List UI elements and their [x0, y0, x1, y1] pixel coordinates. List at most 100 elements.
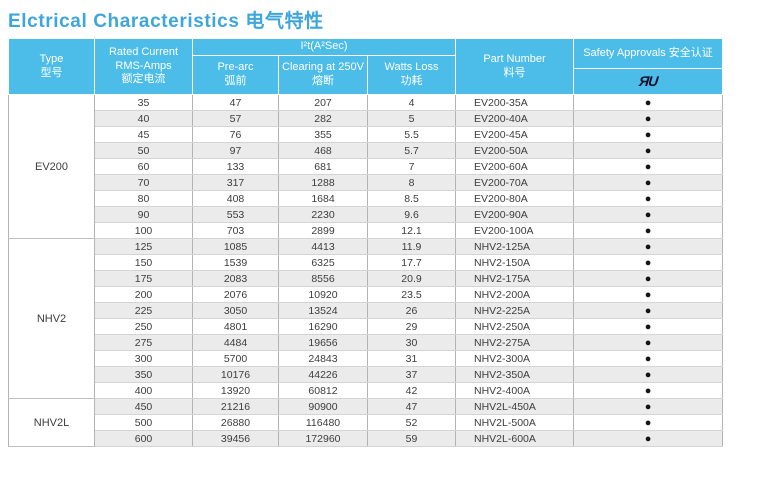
approval-cell: ●: [573, 190, 724, 207]
pre-arc-cell: 13920: [192, 382, 279, 399]
pre-arc-cell: 317: [192, 174, 279, 191]
rated-current-cell: 45: [94, 126, 193, 143]
approval-cell: ●: [573, 302, 724, 319]
watts-loss-cell: 4: [366, 94, 457, 111]
watts-loss-cell: 29: [366, 318, 457, 335]
clearing-cell: 116480: [278, 414, 368, 431]
watts-loss-cell: 11.9: [366, 238, 457, 255]
pre-arc-cell: 97: [192, 142, 279, 159]
pre-arc-cell: 47: [192, 94, 279, 111]
pre-arc-cell: 3050: [192, 302, 279, 319]
table-row: 400 13920 60812 42 NHV2-400A ●: [9, 382, 724, 399]
clearing-cell: 681: [278, 158, 368, 175]
approval-cell: ●: [573, 286, 724, 303]
approval-dot-icon: ●: [644, 96, 652, 109]
clearing-cell: 1684: [278, 190, 368, 207]
approval-cell: ●: [573, 126, 724, 143]
clearing-cell: 13524: [278, 302, 368, 319]
approval-cell: ●: [573, 430, 724, 447]
approval-dot-icon: ●: [644, 192, 652, 205]
rated-current-cell: 450: [94, 398, 193, 415]
rated-current-cell: 200: [94, 286, 193, 303]
watts-loss-cell: 5.5: [366, 126, 457, 143]
col-header-type: Type 型号: [8, 38, 95, 95]
part-number-cell: NHV2-250A: [455, 318, 575, 335]
part-number-cell: NHV2L-450A: [455, 398, 575, 415]
approval-dot-icon: ●: [644, 432, 652, 445]
part-number-cell: NHV2-275A: [455, 334, 575, 351]
approval-cell: ●: [573, 334, 724, 351]
col-header-clearing-en: Clearing at 250V: [282, 61, 364, 74]
rated-current-cell: 90: [94, 206, 193, 223]
watts-loss-cell: 17.7: [366, 254, 457, 271]
approval-cell: ●: [573, 158, 724, 175]
clearing-cell: 282: [278, 110, 368, 127]
table-row: 250 4801 16290 29 NHV2-250A ●: [9, 318, 724, 335]
watts-loss-cell: 31: [366, 350, 457, 367]
part-number-cell: EV200-70A: [455, 174, 575, 191]
watts-loss-cell: 9.6: [366, 206, 457, 223]
pre-arc-cell: 76: [192, 126, 279, 143]
col-header-type-zh: 型号: [40, 66, 63, 79]
watts-loss-cell: 37: [366, 366, 457, 383]
pre-arc-cell: 133: [192, 158, 279, 175]
part-number-cell: NHV2-125A: [455, 238, 575, 255]
part-number-cell: EV200-100A: [455, 222, 575, 239]
approval-cell: ●: [573, 318, 724, 335]
watts-loss-cell: 26: [366, 302, 457, 319]
approval-dot-icon: ●: [644, 208, 652, 221]
table-row: 80 408 1684 8.5 EV200-80A ●: [9, 190, 724, 207]
watts-loss-cell: 12.1: [366, 222, 457, 239]
table-row: 40 57 282 5 EV200-40A ●: [9, 110, 724, 127]
clearing-cell: 10920: [278, 286, 368, 303]
part-number-cell: EV200-60A: [455, 158, 575, 175]
col-header-clearing: Clearing at 250V 熔断: [278, 55, 368, 95]
watts-loss-cell: 5: [366, 110, 457, 127]
approval-cell: ●: [573, 206, 724, 223]
approval-dot-icon: ●: [644, 240, 652, 253]
approval-cell: ●: [573, 142, 724, 159]
approval-dot-icon: ●: [644, 288, 652, 301]
clearing-cell: 468: [278, 142, 368, 159]
clearing-cell: 19656: [278, 334, 368, 351]
table-row: NHV2 125 1085 4413 11.9 NHV2-125A ●: [8, 238, 724, 399]
table-row: 200 2076 10920 23.5 NHV2-200A ●: [9, 286, 724, 303]
col-header-pre-arc-en: Pre-arc: [217, 61, 254, 74]
approval-cell: ●: [573, 350, 724, 367]
rated-current-cell: 125: [94, 238, 193, 255]
pre-arc-cell: 4484: [192, 334, 279, 351]
part-number-cell: EV200-50A: [455, 142, 575, 159]
watts-loss-cell: 59: [366, 430, 457, 447]
part-number-cell: NHV2-350A: [455, 366, 575, 383]
part-number-cell: NHV2L-500A: [455, 414, 575, 431]
table-header: Type 型号 Rated Current RMS-Amps 额定电流 I²t(…: [8, 37, 724, 95]
table-row: 350 10176 44226 37 NHV2-350A ●: [9, 366, 724, 383]
col-header-part-number: Part Number 料号: [455, 38, 575, 95]
clearing-cell: 355: [278, 126, 368, 143]
safety-approvals-label: Safety Approvals 安全认证: [574, 39, 723, 69]
col-header-watts-loss-zh: 功耗: [400, 75, 423, 88]
approval-cell: ●: [573, 94, 724, 111]
approval-dot-icon: ●: [644, 112, 652, 125]
approval-dot-icon: ●: [644, 144, 652, 157]
approval-dot-icon: ●: [644, 368, 652, 381]
type-group-label: NHV2L: [8, 398, 95, 447]
col-header-part-number-en: Part Number: [483, 52, 546, 65]
approval-cell: ●: [573, 398, 724, 415]
part-number-cell: EV200-35A: [455, 94, 575, 111]
col-header-rated-current-zh: 额定电流: [121, 73, 166, 86]
rated-current-cell: 100: [94, 222, 193, 239]
approval-dot-icon: ●: [644, 304, 652, 317]
clearing-cell: 16290: [278, 318, 368, 335]
col-header-rated-current: Rated Current RMS-Amps 额定电流: [94, 38, 193, 95]
clearing-cell: 1288: [278, 174, 368, 191]
pre-arc-cell: 1539: [192, 254, 279, 271]
pre-arc-cell: 39456: [192, 430, 279, 447]
approval-cell: ●: [573, 222, 724, 239]
safety-logo-area: ЯU: [574, 69, 722, 94]
rated-current-cell: 60: [94, 158, 193, 175]
clearing-cell: 4413: [278, 238, 368, 255]
watts-loss-cell: 30: [366, 334, 457, 351]
part-number-cell: NHV2-400A: [455, 382, 575, 399]
clearing-cell: 2230: [278, 206, 368, 223]
